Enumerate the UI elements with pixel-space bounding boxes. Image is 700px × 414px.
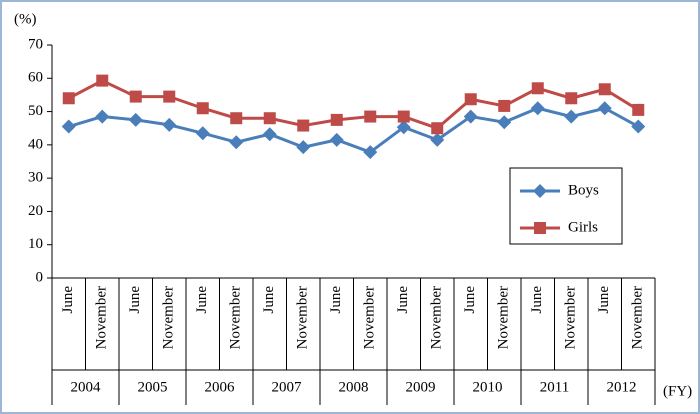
x-tick-label: November xyxy=(295,286,311,349)
group-label: 2010 xyxy=(473,379,503,395)
marker xyxy=(330,113,343,126)
x-tick-label: June xyxy=(60,286,76,314)
x-tick-label: June xyxy=(261,286,277,314)
group-label: 2004 xyxy=(71,379,102,395)
marker xyxy=(195,126,210,141)
group-label: 2006 xyxy=(205,379,236,395)
marker xyxy=(530,101,545,116)
marker xyxy=(463,109,478,124)
marker xyxy=(564,109,579,124)
x-tick-label: November xyxy=(362,286,378,349)
y-tick-label: 10 xyxy=(28,236,43,252)
y-tick-label: 50 xyxy=(28,103,43,119)
marker xyxy=(96,74,109,87)
x-tick-label: November xyxy=(630,286,646,349)
marker xyxy=(464,93,477,106)
marker xyxy=(430,132,445,147)
x-tick-label: June xyxy=(529,286,545,314)
group-label: 2012 xyxy=(607,379,637,395)
x-tick-label: November xyxy=(496,286,512,349)
marker xyxy=(396,120,411,135)
x-tick-label: November xyxy=(228,286,244,349)
marker xyxy=(363,145,378,160)
legend-label: Girls xyxy=(568,219,598,235)
marker xyxy=(129,90,142,103)
x-tick-label: November xyxy=(563,286,579,349)
x-tick-label: November xyxy=(161,286,177,349)
x-unit: (FY) xyxy=(663,383,692,399)
marker xyxy=(95,109,110,124)
marker xyxy=(364,110,377,123)
marker xyxy=(565,92,578,105)
marker xyxy=(632,103,645,116)
marker xyxy=(163,90,176,103)
marker xyxy=(531,82,544,95)
y-tick-label: 20 xyxy=(28,203,43,219)
marker xyxy=(397,110,410,123)
y-tick-label: 40 xyxy=(28,136,43,152)
y-tick-label: 60 xyxy=(28,70,43,86)
marker xyxy=(329,132,344,147)
x-tick-label: June xyxy=(596,286,612,314)
legend-label: Boys xyxy=(568,182,599,198)
group-label: 2007 xyxy=(272,379,303,395)
x-tick-label: June xyxy=(462,286,478,314)
marker xyxy=(61,119,76,134)
legend xyxy=(509,167,623,245)
y-tick-label: 70 xyxy=(28,36,43,52)
x-tick-label: November xyxy=(94,286,110,349)
marker xyxy=(230,112,243,125)
group-label: 2009 xyxy=(406,379,436,395)
marker xyxy=(631,119,646,134)
y-tick-label: 0 xyxy=(36,269,44,285)
x-tick-label: June xyxy=(395,286,411,314)
marker xyxy=(196,102,209,115)
group-label: 2005 xyxy=(138,379,168,395)
marker xyxy=(431,122,444,135)
marker xyxy=(498,99,511,112)
legend-marker xyxy=(533,184,547,198)
legend-marker xyxy=(534,222,546,234)
marker xyxy=(598,83,611,96)
x-tick-label: June xyxy=(194,286,210,314)
marker xyxy=(229,135,244,150)
x-tick-label: June xyxy=(127,286,143,314)
x-tick-label: June xyxy=(328,286,344,314)
x-tick-label: November xyxy=(429,286,445,349)
group-label: 2011 xyxy=(540,379,569,395)
marker xyxy=(162,117,177,132)
y-unit: (%) xyxy=(14,11,37,27)
marker xyxy=(262,127,277,142)
marker xyxy=(62,92,75,105)
y-tick-label: 30 xyxy=(28,170,43,186)
marker xyxy=(128,112,143,127)
marker xyxy=(597,101,612,116)
marker xyxy=(263,112,276,125)
marker xyxy=(497,115,512,130)
marker xyxy=(296,140,311,155)
group-label: 2008 xyxy=(339,379,369,395)
marker xyxy=(297,119,310,132)
